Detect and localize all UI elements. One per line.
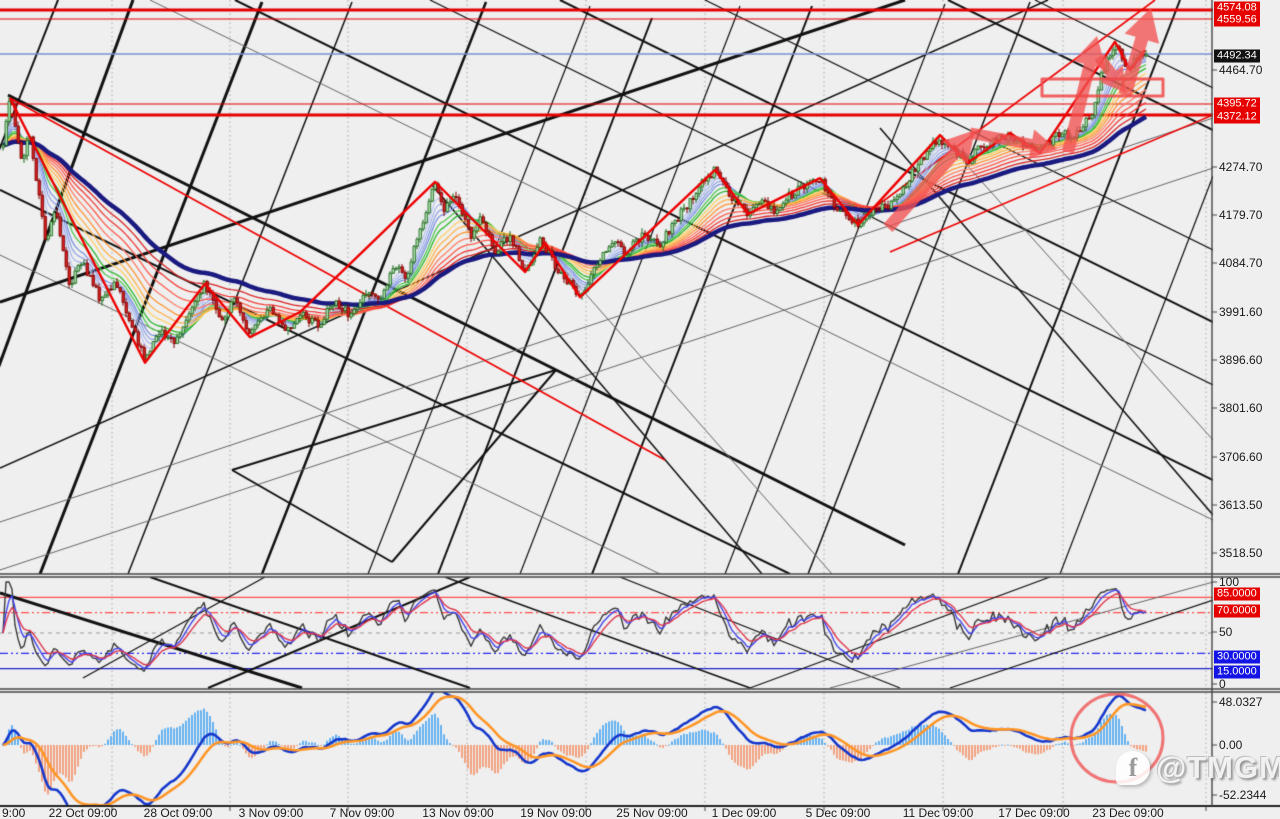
- time-axis-label: 1 Dec 09:00: [711, 806, 777, 819]
- price-axis-label: 3706.60: [1219, 450, 1263, 464]
- time-axis-label: 3 Nov 09:00: [238, 806, 304, 819]
- price-level-badge: 4492.34: [1214, 49, 1260, 63]
- price-level-badge: 85.0000: [1214, 587, 1260, 601]
- price-axis-label: 3613.50: [1219, 498, 1263, 512]
- time-axis-label: 11 Dec 09:00: [902, 806, 974, 819]
- time-axis-label: 9:00: [2, 806, 26, 819]
- time-axis[interactable]: 9:00 22 Oct 09:00 28 Oct 09:00 3 Nov 09:00 7…: [0, 805, 1280, 819]
- time-axis-label: 23 Dec 09:00: [1092, 806, 1164, 819]
- price-axis-label: 4179.70: [1219, 208, 1263, 222]
- price-axis-label: 0: [1219, 677, 1226, 691]
- price-level-badge: 4372.12: [1214, 110, 1260, 124]
- price-level-badge: 4395.72: [1214, 97, 1260, 111]
- price-axis-label: 0.00: [1219, 738, 1243, 752]
- price-axis-label: 3991.60: [1219, 305, 1263, 319]
- price-axis-label: 3518.50: [1219, 546, 1263, 560]
- price-axis-label: 100: [1219, 575, 1240, 589]
- time-axis-label: 7 Nov 09:00: [329, 806, 395, 819]
- price-level-badge: 15.0000: [1214, 665, 1260, 679]
- price-level-badge: 4574.08: [1214, 1, 1260, 15]
- price-axis-label: 3896.60: [1219, 353, 1263, 367]
- time-axis-label: 19 Nov 09:00: [520, 806, 592, 819]
- price-axis[interactable]: 4464.70 4274.70 4179.70 4084.70 3991.60 3896.…: [1213, 0, 1280, 806]
- price-axis-label: 4464.70: [1219, 63, 1263, 77]
- time-axis-label: 5 Dec 09:00: [805, 806, 871, 819]
- price-axis-label: 3801.60: [1219, 401, 1263, 415]
- price-axis-label: 48.0327: [1219, 695, 1263, 709]
- price-axis-label: 50: [1219, 625, 1233, 639]
- price-axis-label: -52.2344: [1219, 788, 1267, 802]
- price-axis-label: 4274.70: [1219, 160, 1263, 174]
- time-axis-label: 25 Nov 09:00: [616, 806, 688, 819]
- price-level-badge: 30.0000: [1214, 650, 1260, 664]
- time-axis-label: 22 Oct 09:00: [48, 806, 118, 819]
- price-axis-label: 4084.70: [1219, 256, 1263, 270]
- time-axis-label: 28 Oct 09:00: [143, 806, 213, 819]
- time-axis-label: 17 Dec 09:00: [998, 806, 1070, 819]
- price-level-badge: 70.0000: [1214, 604, 1260, 618]
- price-level-badge: 4559.56: [1214, 13, 1260, 27]
- time-axis-label: 13 Nov 09:00: [422, 806, 494, 819]
